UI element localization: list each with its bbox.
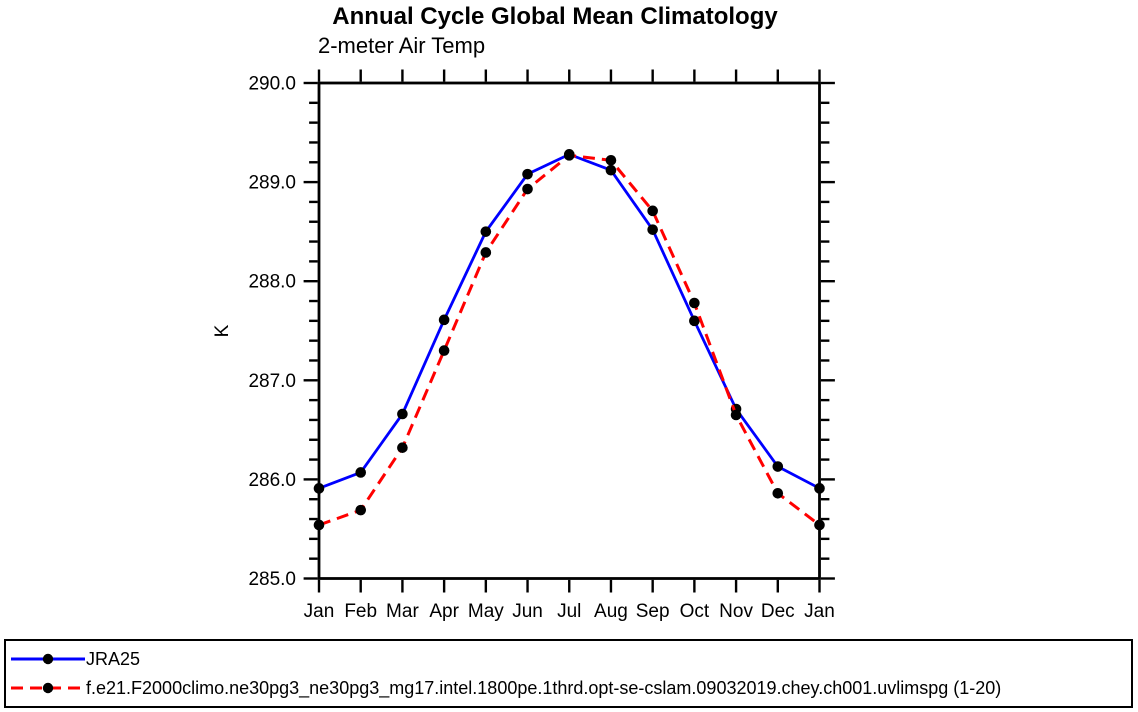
data-point-marker (772, 487, 784, 499)
x-tick-label: Jun (512, 601, 543, 622)
x-tick-label: Feb (344, 601, 377, 622)
legend-marker-icon (42, 653, 54, 665)
data-point-marker (313, 519, 325, 531)
data-point-marker (689, 297, 700, 309)
legend-label: JRA25 (86, 649, 141, 669)
data-point-marker (772, 461, 784, 472)
chart-title: Annual Cycle Global Mean Climatology (332, 3, 778, 30)
data-point-marker (647, 224, 658, 235)
legend-item-model-run: f.e21.F2000climo.ne30pg3_ne30pg3_mg17.in… (10, 674, 1131, 703)
x-axis (317, 69, 821, 593)
series-line-0 (318, 152, 821, 490)
x-tick-label: Aug (594, 601, 628, 622)
x-tick-label: Jan (804, 601, 835, 622)
data-point-marker (355, 504, 367, 516)
data-point-marker (730, 409, 742, 421)
plot-frame (317, 81, 821, 580)
data-point-marker (522, 168, 533, 180)
data-point-marker (563, 150, 575, 161)
x-tick-label: Apr (429, 601, 459, 622)
data-point-marker (313, 483, 325, 494)
data-point-marker (689, 315, 700, 327)
data-point-marker (438, 314, 450, 326)
y-axis (303, 81, 835, 580)
y-tick-label: 287.0 (248, 371, 296, 392)
data-point-marker (605, 154, 617, 166)
data-point-marker (605, 164, 617, 176)
legend: JRA25 f.e21.F2000climo.ne30pg3_ne30pg3_m… (4, 639, 1133, 708)
data-point-marker (480, 247, 492, 258)
series-markers-0 (313, 149, 825, 494)
y-tick-label: 290.0 (248, 74, 296, 95)
legend-marker-icon (42, 682, 54, 694)
data-point-marker (397, 442, 408, 453)
legend-line-sample-solid (11, 653, 85, 665)
x-tick-label: May (468, 601, 504, 622)
data-point-marker (355, 467, 367, 478)
y-tick-label: 288.0 (248, 272, 296, 293)
series-line-1 (318, 153, 821, 527)
y-axis-label: K (212, 324, 233, 337)
data-point-marker (480, 226, 492, 237)
y-tick-label: 286.0 (248, 470, 296, 491)
legend-item-jra25: JRA25 (10, 645, 1131, 674)
x-tick-label: Mar (386, 601, 419, 622)
data-point-marker (397, 408, 408, 420)
chart-subtitle: 2-meter Air Temp (318, 33, 486, 58)
data-point-marker (814, 483, 825, 494)
x-tick-label: Nov (719, 601, 753, 622)
data-point-marker (522, 183, 533, 195)
x-tick-label: Oct (680, 601, 710, 622)
series-markers-1 (313, 150, 825, 531)
x-tick-label: Sep (636, 601, 670, 622)
data-point-marker (647, 205, 658, 217)
plot-area: Jan Feb Mar Apr May Jun Jul Aug Sep Oct Nov Dec Jan 2… (212, 69, 835, 622)
legend-line-sample-dashed (11, 682, 85, 694)
y-tick-label: 285.0 (248, 569, 296, 590)
x-tick-label: Jul (557, 601, 581, 622)
data-point-marker (814, 519, 825, 531)
y-tick-label: 289.0 (248, 173, 296, 194)
x-tick-label: Dec (761, 601, 795, 622)
x-tick-label: Jan (304, 601, 335, 622)
data-point-marker (438, 345, 450, 356)
legend-label: f.e21.F2000climo.ne30pg3_ne30pg3_mg17.in… (86, 678, 1002, 698)
